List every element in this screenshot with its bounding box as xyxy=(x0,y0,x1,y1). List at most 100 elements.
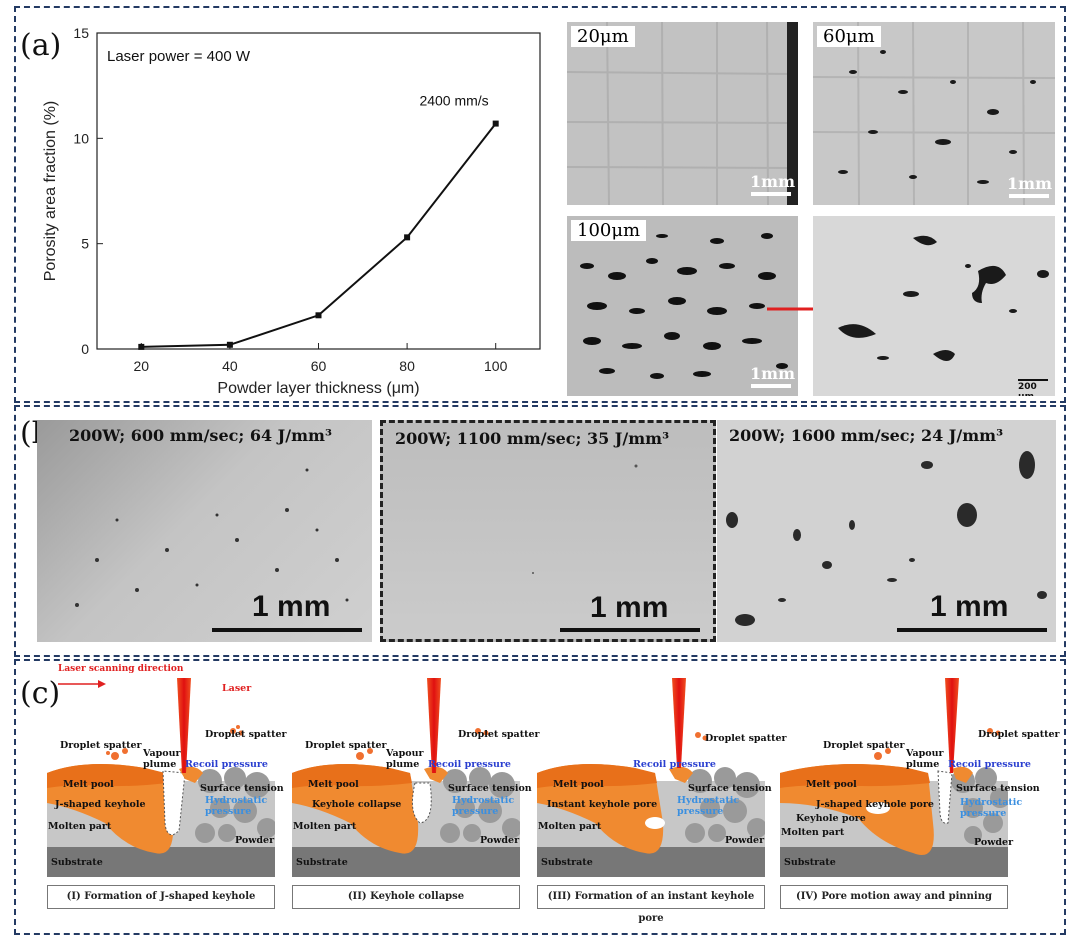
micrograph-60um-scale-bar xyxy=(1009,194,1049,198)
y-tick-label-0: 0 xyxy=(81,341,89,357)
stage-4-label-powder: Powder xyxy=(974,837,1014,848)
sem-image-1100-texture xyxy=(532,464,638,574)
micrograph-60um-texture xyxy=(813,22,1055,205)
sem-image-1100: 200W; 1100 mm/sec; 35 J/mm³ 1 mm xyxy=(380,420,716,642)
sem-image-1600-scale-bar xyxy=(897,628,1047,632)
y-tick-label-1: 5 xyxy=(81,236,89,252)
stage-1-schematic xyxy=(47,678,275,877)
stage-3-label-surface-tension: Surface tension xyxy=(688,783,772,794)
sem-image-600-texture xyxy=(75,468,349,607)
sem-image-1600-texture xyxy=(726,451,1047,626)
x-tick-label-2: 60 xyxy=(311,358,327,374)
point-annotation: 2400 mm/s xyxy=(419,93,488,109)
micrograph-zoom: 200 μm xyxy=(813,216,1055,396)
sem-image-1100-scale-bar xyxy=(560,628,700,632)
stage-4-label-substrate: Substrate xyxy=(784,857,836,868)
micrograph-20um-scale-bar xyxy=(751,192,791,196)
stage-3-label-melt-pool: Melt pool xyxy=(553,779,604,790)
stage-4-label-vapour-plume: Vapour plume xyxy=(906,748,944,770)
stage-4-label-droplet-spatter-right: Droplet spatter xyxy=(978,729,1060,740)
stage-4-label-hydrostatic-pressure: Hydrostatic pressure xyxy=(960,797,1023,819)
laser-label: Laser xyxy=(222,683,252,694)
data-point-1 xyxy=(226,341,233,348)
stage-1-label-droplet-spatter-left: Droplet spatter xyxy=(60,740,142,751)
x-axis-label: Powder layer thickness (μm) xyxy=(217,380,419,397)
micrograph-100um-texture xyxy=(580,233,788,379)
sem-image-600-scale-bar xyxy=(212,628,362,632)
stage-2-label-droplet-spatter-right: Droplet spatter xyxy=(458,729,540,740)
stage-3: Droplet spatter Recoil pressure Melt poo… xyxy=(535,673,787,924)
x-tick-label-4: 100 xyxy=(484,358,508,374)
micrograph-20um: 20μm 1mm xyxy=(567,22,798,205)
micrograph-zoom-texture xyxy=(838,235,1049,361)
data-point-0 xyxy=(138,343,145,350)
stage-2: Droplet spatter Vapour plume Recoil pres… xyxy=(290,673,540,923)
stage-1-label-keyhole: J-shaped keyhole xyxy=(55,799,146,810)
stage-4-caption: (IV) Pore motion away and pinning xyxy=(780,885,1008,909)
stage-4-label-surface-tension: Surface tension xyxy=(956,783,1040,794)
stage-1-label-surface-tension: Surface tension xyxy=(200,783,284,794)
micrograph-20um-label: 20μm xyxy=(571,26,635,47)
panel-a-label: (a) xyxy=(20,28,62,63)
micrograph-zoom-scale-bar xyxy=(1018,379,1048,381)
stage-3-caption: (III) Formation of an instant keyhole po… xyxy=(537,885,765,924)
stage-4: Droplet spatter Vapour plume Recoil pres… xyxy=(778,673,1060,923)
sem-image-600-condition: 200W; 600 mm/sec; 64 J/mm³ xyxy=(69,426,332,445)
stage-1-label-powder: Powder xyxy=(235,835,275,846)
micrograph-60um-label: 60μm xyxy=(817,26,881,47)
sem-image-1100-scale-text: 1 mm xyxy=(590,591,669,624)
scan-direction-label: Laser scanning direction xyxy=(58,664,184,674)
porosity-chart: 20 40 60 80 100 0 5 10 15 Powder layer thickness … xyxy=(42,25,541,397)
stage-1-label-recoil-pressure: Recoil pressure xyxy=(185,759,268,770)
micrograph-60um-scale-text: 1mm xyxy=(1007,174,1052,193)
data-point-3 xyxy=(404,234,411,241)
micrograph-20um-texture xyxy=(567,22,798,205)
stage-3-label-recoil-pressure: Recoil pressure xyxy=(633,759,716,770)
stage-1-label-melt-pool: Melt pool xyxy=(63,779,114,790)
stage-3-label-substrate: Substrate xyxy=(541,857,593,868)
data-point-4 xyxy=(492,120,499,127)
micrograph-100um-scale-bar xyxy=(751,384,791,388)
stage-4-label-keyhole-pore: Keyhole pore xyxy=(796,813,866,824)
stage-2-label-vapour-plume: Vapour plume xyxy=(386,748,424,770)
micrograph-zoom-scale-text: 200 μm xyxy=(1018,382,1037,396)
stage-4-label-melt-pool: Melt pool xyxy=(806,779,857,790)
stage-1-label-molten-part: Molten part xyxy=(48,821,112,832)
stage-1-label-droplet-spatter-right: Droplet spatter xyxy=(205,729,287,740)
sem-image-1100-condition: 200W; 1100 mm/sec; 35 J/mm³ xyxy=(395,429,670,448)
stage-1: Droplet spatter Vapour plume Recoil pres… xyxy=(45,673,287,923)
stage-2-label-melt-pool: Melt pool xyxy=(308,779,359,790)
scan-direction-arrow xyxy=(58,680,106,688)
data-point-2 xyxy=(315,312,322,319)
stage-4-label-molten-part: Molten part xyxy=(781,827,845,838)
x-tick-label-1: 40 xyxy=(222,358,238,374)
stage-2-label-keyhole-collapse: Keyhole collapse xyxy=(312,799,402,810)
panel-c-label: (c) xyxy=(20,676,61,711)
micrograph-100um-scale-text: 1mm xyxy=(750,364,795,383)
stage-3-label-instant-keyhole-pore: Instant keyhole pore xyxy=(547,799,658,810)
stage-1-label-substrate: Substrate xyxy=(51,857,103,868)
stage-1-label-hydrostatic-pressure: Hydrostatic pressure xyxy=(205,795,268,817)
panel-a xyxy=(14,6,1066,403)
stage-2-label-hydrostatic-pressure: Hydrostatic pressure xyxy=(452,795,515,817)
stage-1-label-vapour-plume: Vapour plume xyxy=(143,748,181,770)
stage-3-label-powder: Powder xyxy=(725,835,765,846)
stage-2-label-molten-part: Molten part xyxy=(293,821,357,832)
micrograph-20um-scale-text: 1mm xyxy=(750,172,795,191)
chart-frame xyxy=(96,32,541,350)
panel-c xyxy=(14,659,1066,935)
stage-2-label-powder: Powder xyxy=(480,835,520,846)
stage-2-label-droplet-spatter-left: Droplet spatter xyxy=(305,740,387,751)
stage-2-label-surface-tension: Surface tension xyxy=(448,783,532,794)
stage-3-label-hydrostatic-pressure: Hydrostatic pressure xyxy=(677,795,740,817)
stage-2-label-substrate: Substrate xyxy=(296,857,348,868)
stage-3-label-molten-part: Molten part xyxy=(538,821,602,832)
stage-1-caption: (I) Formation of J-shaped keyhole xyxy=(47,885,275,909)
stage-4-label-recoil-pressure: Recoil pressure xyxy=(948,759,1031,770)
x-tick-label-0: 20 xyxy=(134,358,150,374)
micrograph-60um: 60μm 1mm xyxy=(813,22,1055,205)
micrograph-100um: 100μm 1mm xyxy=(567,216,798,396)
stage-4-label-keyhole-pore-j: J-shaped keyhole pore xyxy=(816,799,934,810)
chart-annotation: Laser power = 400 W xyxy=(107,48,251,65)
stage-3-schematic xyxy=(537,678,765,877)
